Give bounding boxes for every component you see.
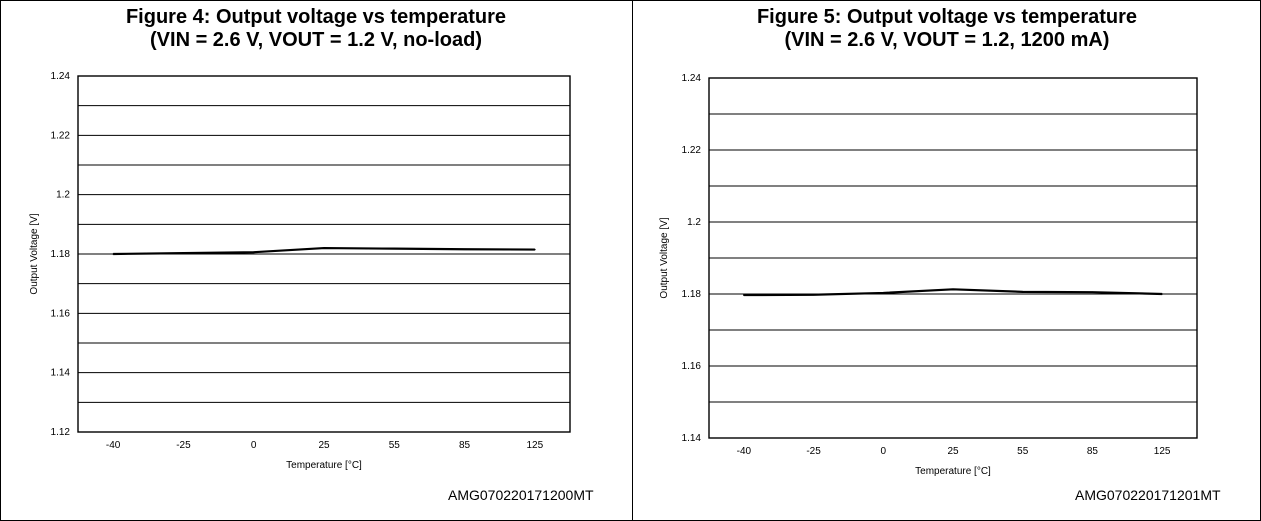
figure-5-y-axis-label: Output Voltage [V] <box>659 217 670 298</box>
figure-5-x-tick-label: 25 <box>947 446 959 457</box>
figure-5-x-tick-label: -25 <box>806 446 821 457</box>
figure-4-y-tick-label: 1.12 <box>51 427 71 438</box>
figure-4-x-axis-label: Temperature [°C] <box>286 460 362 471</box>
figure-4-data-point <box>112 253 114 255</box>
figure-4-x-tick-label: 55 <box>389 440 401 451</box>
figure-4-y-tick-label: 1.22 <box>51 130 71 141</box>
figure-4-data-point <box>323 247 325 249</box>
figure-5-x-tick-label: 0 <box>881 446 887 457</box>
figure-4-data-point <box>252 251 255 254</box>
figure-4-y-tick-label: 1.2 <box>56 190 70 201</box>
figure-4-data-point <box>182 252 185 254</box>
figure-5-data-point <box>1091 291 1094 294</box>
figure-5-data-point <box>743 294 745 296</box>
figure-4-y-tick-label: 1.24 <box>51 71 71 82</box>
figure-4-data-point <box>463 248 466 251</box>
figure-5-x-tick-label: 85 <box>1087 446 1099 457</box>
figure-4-reference: AMG070220171200MT <box>448 487 594 503</box>
figure-4-title: Figure 4: Output voltage vs temperature … <box>0 6 632 52</box>
figure-5-y-tick-label: 1.22 <box>682 145 702 156</box>
figure-5-x-tick-label: 125 <box>1154 446 1171 457</box>
figure-5-data-point <box>952 288 954 291</box>
figure-4-y-tick-label: 1.14 <box>51 368 71 379</box>
figure-4-x-tick-label: 0 <box>251 440 257 451</box>
figure-5-data-point <box>1021 291 1024 293</box>
figure-5-data-point <box>882 292 885 294</box>
figure-5-subtitle-line: (VIN = 2.6 V, VOUT = 1.2, 1200 mA) <box>784 29 1110 51</box>
figure-5-chart: 1.14 1.16 1.18 1.2 1.22 1.24 -40 -25 0 25 55 85 125 T… <box>659 73 1198 477</box>
figure-5-title-line: Figure 5: Output voltage vs temperature <box>756 6 1138 28</box>
figure-4-x-tick-label: 25 <box>318 440 330 451</box>
figure-5-y-tick-label: 1.24 <box>682 73 702 84</box>
figure-4-y-tick-label: 1.16 <box>51 308 71 319</box>
figure-4-plot-area <box>77 75 571 433</box>
figure-5-title: Figure 5: Output voltage vs temperature … <box>633 6 1261 52</box>
figure-5-y-tick-label: 1.14 <box>682 433 702 444</box>
figure-5-data-point <box>812 293 815 296</box>
figure-4-series-line <box>113 246 535 256</box>
figure-5-reference: AMG070220171201MT <box>1075 487 1221 503</box>
figure-5-plot-area <box>708 77 1198 439</box>
figure-4-x-tick-label: 125 <box>527 440 544 451</box>
figure-5-y-tick-label: 1.16 <box>682 361 702 372</box>
figure-5-x-tick-label: -40 <box>737 446 752 457</box>
figure-5-x-tick-label: 55 <box>1017 446 1029 457</box>
figure-4-chart: 1.12 1.14 1.16 1.18 1.2 1.22 1.24 -40 -25 0 25 55 85… <box>29 71 571 471</box>
figure-4-data-point <box>534 248 536 251</box>
figure-4-subtitle-line: (VIN = 2.6 V, VOUT = 1.2 V, no-load) <box>150 29 482 51</box>
figure-4-y-tick-label: 1.18 <box>51 249 71 260</box>
figure-4-x-tick-label: -40 <box>106 440 121 451</box>
figure-4-x-tick-label: -25 <box>176 440 191 451</box>
panel-divider <box>632 0 633 521</box>
figure-4-x-tick-label: 85 <box>459 440 471 451</box>
figure-5-y-tick-label: 1.2 <box>687 217 701 228</box>
figure-5-panel: Figure 5: Output voltage vs temperature … <box>633 0 1261 521</box>
figure-5-data-point <box>1161 293 1163 295</box>
figure-4-title-line: Figure 4: Output voltage vs temperature <box>125 6 507 28</box>
figure-5-y-tick-label: 1.18 <box>682 289 702 300</box>
figure-5-x-axis-label: Temperature [°C] <box>915 466 991 477</box>
figure-4-data-point <box>393 247 396 250</box>
figure-4-panel: Figure 4: Output voltage vs temperature … <box>0 6 632 503</box>
figure-4-y-axis-label: Output Voltage [V] <box>29 213 40 294</box>
